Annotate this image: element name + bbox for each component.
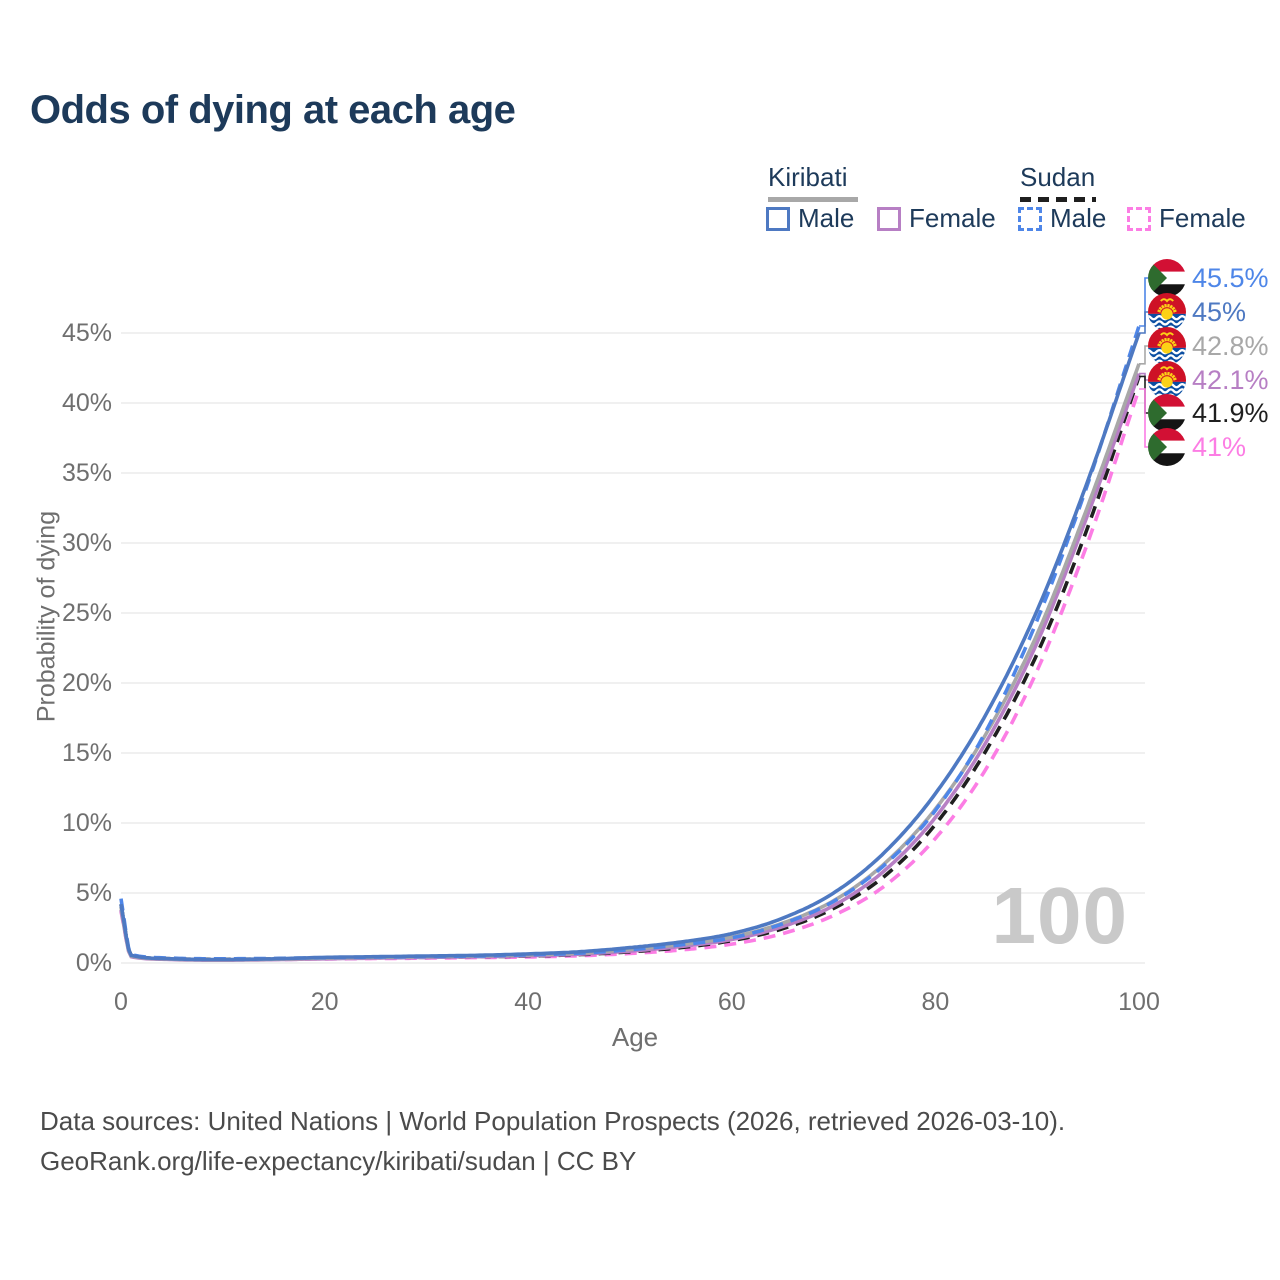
x-tick-label: 0 xyxy=(114,988,128,1016)
connector-kiribati-male xyxy=(1139,311,1148,334)
end-value: 42.8% xyxy=(1192,330,1269,361)
y-tick-label: 10% xyxy=(61,809,112,837)
x-tick-label: 40 xyxy=(514,988,543,1016)
legend-item-kiribati-male[interactable]: Male xyxy=(766,203,854,234)
end-value: 45.5% xyxy=(1192,262,1269,293)
kiribati-male-swatch-icon xyxy=(766,206,790,231)
sudan-flag-icon xyxy=(1148,394,1186,432)
end-label-kiribati-male: 45% xyxy=(1148,293,1246,331)
series-line-kiribati-both[interactable] xyxy=(119,363,1141,962)
kiribati-female-swatch-icon xyxy=(877,206,901,231)
x-tick-label: 80 xyxy=(921,988,950,1016)
legend-label: Male xyxy=(798,203,855,233)
y-tick-label: 15% xyxy=(61,739,112,767)
label-connectors xyxy=(1139,277,1148,448)
legend-item-sudan-male[interactable]: Male xyxy=(1018,203,1106,234)
x-tick-label: 20 xyxy=(310,988,339,1016)
series-line-sudan-both[interactable] xyxy=(119,375,1141,962)
end-label-sudan-both: 41.9% xyxy=(1148,394,1269,432)
attribution-link[interactable]: GeoRank.org/life-expectancy/kiribati/sud… xyxy=(40,1146,637,1176)
legend-label: Female xyxy=(909,203,996,233)
connector-sudan-female xyxy=(1139,388,1148,448)
y-tick-label: 25% xyxy=(61,599,112,627)
sudan-flag-icon xyxy=(1148,428,1186,466)
sudan-female-swatch-icon xyxy=(1127,206,1151,231)
x-axis-title: Age xyxy=(611,1022,659,1052)
y-tick-label: 45% xyxy=(61,319,112,347)
y-tick-label: 5% xyxy=(75,879,112,907)
connector-sudan-male xyxy=(1139,277,1148,327)
legend-item-kiribati-female[interactable]: Female xyxy=(877,203,996,234)
page-title: Odds of dying at each age xyxy=(30,88,516,132)
kiribati-flag-icon xyxy=(1148,361,1186,399)
end-label-sudan-male: 45.5% xyxy=(1148,259,1269,297)
legend-label: Male xyxy=(1050,203,1107,233)
age-watermark: 100 xyxy=(991,871,1128,960)
legend-group-sudan: Sudan xyxy=(1020,162,1096,202)
sudan-flag-icon xyxy=(1148,259,1186,297)
y-tick-label: 30% xyxy=(61,529,112,557)
series-line-kiribati-female[interactable] xyxy=(119,372,1141,962)
series-line-sudan-male[interactable] xyxy=(119,325,1141,961)
legend-label: Female xyxy=(1159,203,1246,233)
end-value: 45% xyxy=(1192,296,1247,327)
x-tick-label: 100 xyxy=(1118,988,1160,1016)
connector-kiribati-both xyxy=(1139,345,1148,365)
gridlines xyxy=(121,332,1145,964)
sudan-male-swatch-icon xyxy=(1018,206,1042,231)
y-tick-label: 40% xyxy=(61,389,112,417)
kiribati-flag-icon xyxy=(1148,293,1186,331)
y-tick-label: 0% xyxy=(75,949,112,977)
end-label-kiribati-both: 42.8% xyxy=(1148,327,1269,365)
x-tick-label: 60 xyxy=(717,988,746,1016)
end-label-kiribati-female: 42.1% xyxy=(1148,361,1269,399)
series-lines xyxy=(119,325,1141,962)
sudan-line-sample xyxy=(1020,197,1096,202)
kiribati-flag-icon xyxy=(1148,327,1186,365)
end-label-sudan-female: 41% xyxy=(1148,428,1246,466)
legend-item-sudan-female[interactable]: Female xyxy=(1127,203,1246,234)
data-sources-text: Data sources: United Nations | World Pop… xyxy=(40,1106,1066,1136)
end-value: 41.9% xyxy=(1192,397,1269,428)
legend-country-kiribati: Kiribati xyxy=(768,162,848,192)
series-line-kiribati-male[interactable] xyxy=(119,332,1141,962)
y-tick-label: 35% xyxy=(61,459,112,487)
y-tick-label: 20% xyxy=(61,669,112,697)
series-line-sudan-female[interactable] xyxy=(119,388,1141,962)
end-value: 41% xyxy=(1192,431,1247,462)
connector-sudan-both xyxy=(1139,375,1148,414)
end-value: 42.1% xyxy=(1192,364,1269,395)
legend-group-kiribati: Kiribati xyxy=(768,162,858,202)
legend-country-sudan: Sudan xyxy=(1020,162,1096,192)
kiribati-line-sample xyxy=(768,197,858,202)
